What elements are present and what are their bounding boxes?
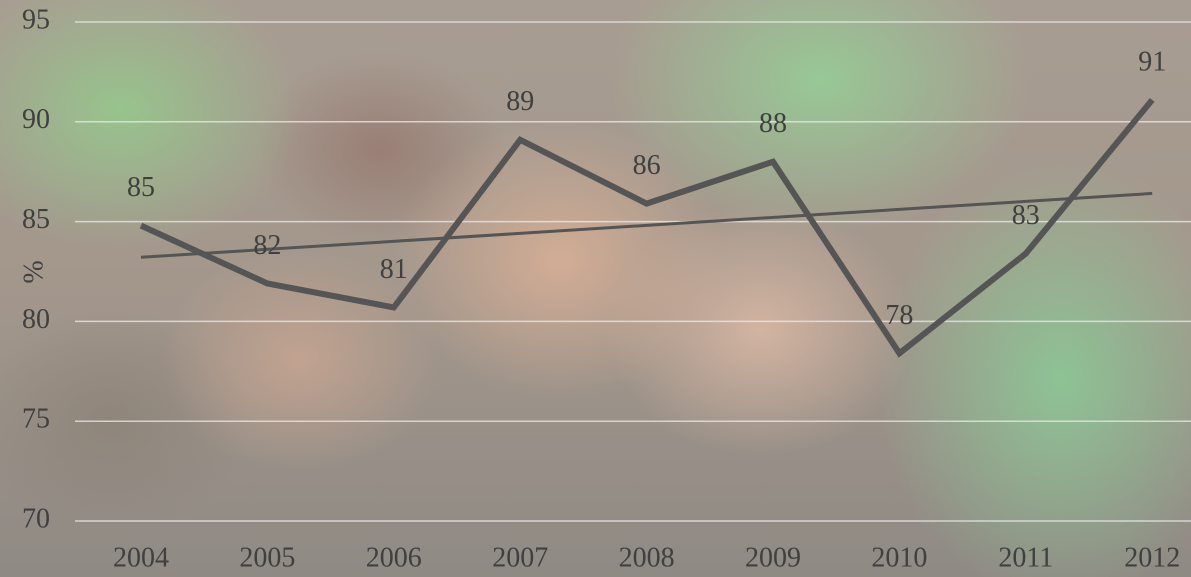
y-axis-label: % — [18, 260, 49, 283]
y-tick-label: 90 — [22, 104, 50, 135]
x-tick-label: 2008 — [619, 542, 675, 573]
y-tick-label: 95 — [22, 4, 50, 35]
y-tick-label: 80 — [22, 304, 50, 335]
x-tick-label: 2010 — [871, 542, 927, 573]
y-tick-label: 85 — [22, 204, 50, 235]
x-tick-label: 2012 — [1124, 542, 1180, 573]
x-tick-label: 2004 — [113, 542, 169, 573]
data-label: 83 — [1012, 200, 1040, 231]
data-label: 82 — [253, 230, 281, 261]
data-label: 81 — [380, 254, 408, 285]
x-tick-label: 2007 — [492, 542, 548, 573]
data-label: 89 — [506, 86, 534, 117]
data-label: 86 — [633, 150, 661, 181]
data-label: 88 — [759, 108, 787, 139]
data-label: 78 — [885, 300, 913, 331]
y-tick-label: 70 — [22, 503, 50, 534]
x-tick-label: 2006 — [366, 542, 422, 573]
chart: % 70 75 80 85 90 95 2004 2005 2006 2007 2008 2009 20… — [0, 0, 1191, 577]
data-label: 85 — [127, 172, 155, 203]
x-tick-label: 2005 — [239, 542, 295, 573]
x-tick-label: 2009 — [745, 542, 801, 573]
data-label: 91 — [1138, 46, 1166, 77]
y-tick-label: 75 — [22, 404, 50, 435]
x-tick-label: 2011 — [998, 542, 1053, 573]
